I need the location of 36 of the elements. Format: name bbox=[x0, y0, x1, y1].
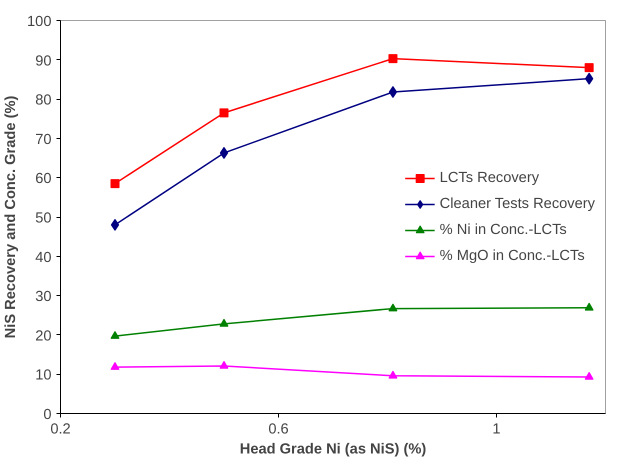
point bbox=[388, 370, 398, 379]
x-axis-title: Head Grade Ni (as NiS) (%) bbox=[240, 442, 426, 458]
y-tick-label: 70 bbox=[35, 132, 52, 148]
point bbox=[388, 303, 398, 312]
point bbox=[110, 179, 120, 188]
point bbox=[388, 86, 398, 98]
y-tick-label: 80 bbox=[35, 92, 52, 109]
y-tick-label: 20 bbox=[35, 328, 52, 344]
point bbox=[220, 360, 228, 369]
legend-label: % Ni in Conc.-LCTs bbox=[440, 222, 567, 238]
point bbox=[584, 72, 594, 85]
y-tick-label: 100 bbox=[27, 14, 52, 30]
point bbox=[388, 54, 398, 64]
point bbox=[220, 318, 228, 327]
y-tick-label: 10 bbox=[35, 368, 52, 384]
point bbox=[584, 63, 594, 72]
y-tick-label: 60 bbox=[35, 171, 52, 188]
y-axis-title: NiS Recovery and Conc. Grade (%) bbox=[3, 96, 20, 338]
point bbox=[220, 108, 228, 118]
x-tick-label: 0.2 bbox=[50, 422, 71, 438]
legend-label: Cleaner Tests Recovery bbox=[440, 196, 595, 212]
y-tick-label: 0 bbox=[43, 407, 52, 423]
y-tick-label: 40 bbox=[35, 250, 52, 266]
point bbox=[220, 146, 228, 159]
point bbox=[584, 302, 594, 311]
y-tick-label: 50 bbox=[35, 210, 52, 226]
point bbox=[584, 372, 594, 380]
point bbox=[110, 218, 120, 231]
point bbox=[110, 330, 120, 339]
x-tick-label: 0.6 bbox=[268, 422, 289, 438]
legend-label: % MgO in Conc.-LCTs bbox=[440, 248, 585, 264]
point bbox=[110, 362, 120, 370]
y-tick-label: 90 bbox=[35, 53, 52, 70]
x-tick-label: 1 bbox=[492, 422, 501, 438]
y-tick-label: 30 bbox=[35, 289, 52, 306]
legend-label: LCTs Recovery bbox=[440, 170, 540, 186]
